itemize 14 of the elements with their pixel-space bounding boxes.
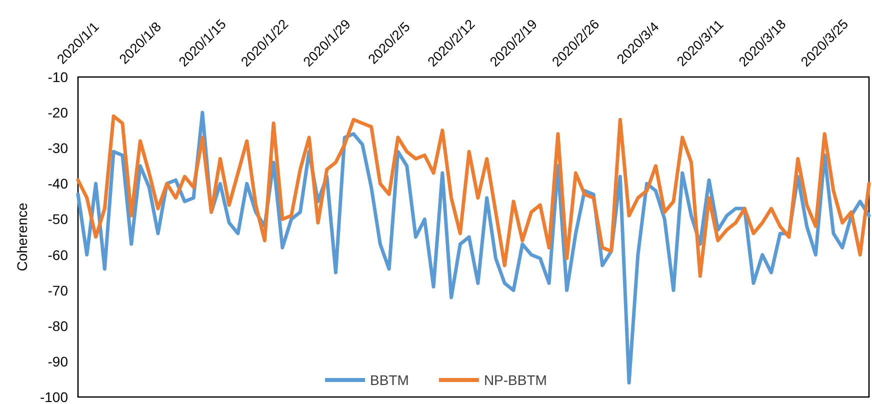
y-tick-label: -90 (48, 353, 68, 370)
y-tick-label: -50 (48, 211, 68, 228)
legend-label: BBTM (370, 372, 409, 388)
y-tick-label: -40 (48, 176, 68, 192)
y-axis-title: Coherence (14, 202, 30, 272)
y-tick-label: -30 (48, 140, 68, 156)
y-tick-label: -100 (40, 389, 68, 404)
y-tick-label: -10 (48, 69, 68, 85)
y-tick-label: -80 (48, 318, 68, 334)
y-tick-label: -20 (48, 104, 68, 121)
line-series (76, 114, 871, 278)
legend-label: NP-BBTM (484, 372, 547, 388)
y-tick-label: -70 (48, 282, 68, 298)
y-tick-label: -60 (48, 246, 68, 263)
